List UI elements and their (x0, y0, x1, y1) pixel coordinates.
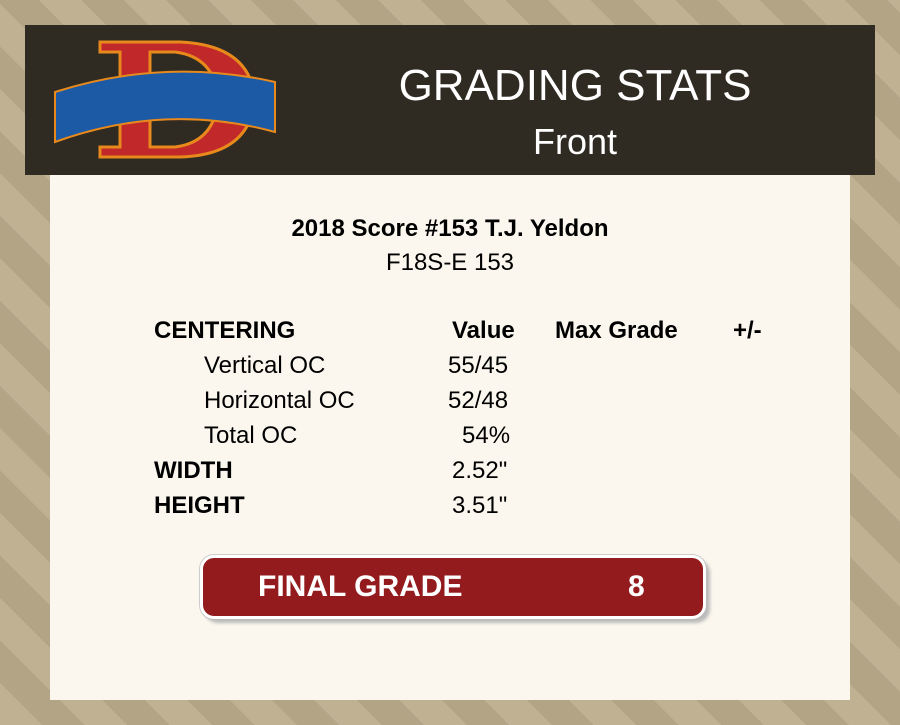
row-label: HEIGHT (154, 492, 245, 519)
row-value: 54% (462, 422, 511, 449)
page-title: GRADING STATS (398, 61, 752, 110)
row-label: Vertical OC (204, 352, 326, 379)
row-label: Horizontal OC (204, 387, 355, 414)
card-name: 2018 Score #153 T.J. Yeldon (291, 215, 609, 242)
final-grade-label: FINAL GRADE (258, 570, 463, 603)
page-subtitle: Front (532, 121, 618, 162)
final-grade-value: 8 (628, 570, 645, 603)
plus-minus-header: +/- (733, 317, 762, 344)
final-grade-bar: FINAL GRADE 8 (200, 555, 706, 619)
value-header: Value (452, 317, 515, 344)
row-value: 3.51" (452, 492, 508, 519)
row-label: Total OC (204, 422, 298, 449)
max-grade-header: Max Grade (555, 317, 678, 344)
centering-header: CENTERING (154, 317, 296, 344)
row-value: 2.52" (452, 457, 508, 484)
card-code: F18S-E 153 (385, 249, 515, 276)
header: GRADING STATS Front (25, 25, 875, 175)
deans-cards-logo (54, 40, 276, 159)
row-value: 52/48 (448, 387, 509, 414)
row-label: WIDTH (154, 457, 233, 484)
row-value: 55/45 (448, 352, 509, 379)
stats-panel: 2018 Score #153 T.J. Yeldon F18S-E 153 C… (50, 175, 850, 700)
